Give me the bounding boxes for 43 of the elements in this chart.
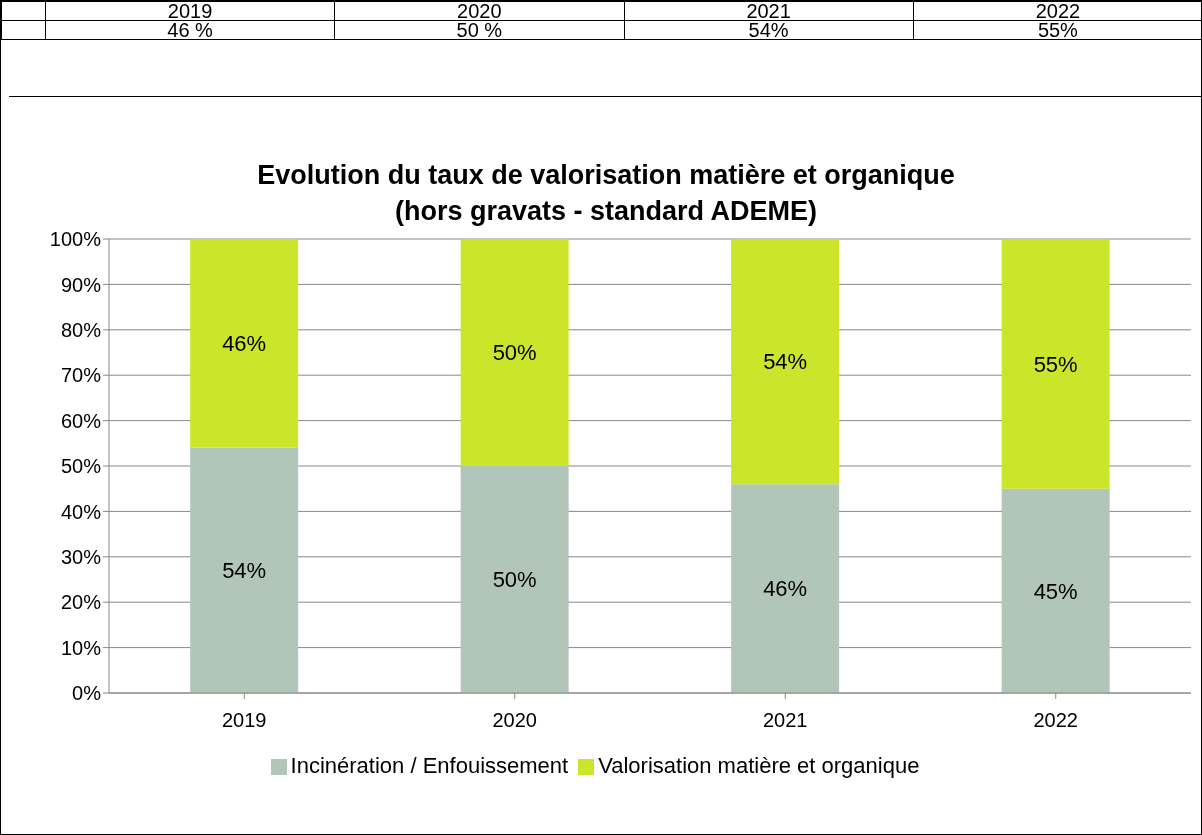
data-label: 55% [1033,351,1078,377]
text: 54% [623,19,914,41]
bar [1001,488,1110,693]
y-tick-label: 100% [49,228,102,251]
data-label: 45% [1033,578,1078,604]
bar [1001,239,1110,489]
data-label: 46% [763,576,808,602]
x-tick-label: 2020 [492,709,537,732]
y-tick-label: 60% [60,409,102,432]
y-tick-label: 70% [60,364,102,387]
data-label: 50% [492,567,537,593]
y-tick-label: 10% [60,636,102,659]
bar [190,447,299,693]
bar [460,239,569,466]
text: 46 % [44,19,336,41]
y-tick-label: 90% [60,273,102,296]
x-tick-label: 2022 [1033,709,1078,732]
x-tick-label: 2021 [763,709,808,732]
data-label: 54% [222,558,267,584]
bar [460,466,569,693]
legend-label: Incinération / Enfouissement [290,753,569,778]
y-tick-label: 50% [60,455,102,478]
text: 55% [912,19,1202,41]
category-label: 2022 [1035,0,1081,22]
data-label: 50% [492,340,537,366]
y-tick-label: 20% [60,591,102,614]
category-label: 2020 [457,0,502,22]
y-tick-label: 40% [60,500,102,523]
category-label: 2019 [167,0,213,22]
text: 50 % [334,19,625,41]
data-label: 46% [222,331,267,357]
legend-label: Valorisation matière et organique [598,753,920,778]
x-tick-label: 2019 [222,709,267,732]
y-tick-label: 80% [60,318,102,341]
category-label: 2021 [746,0,791,22]
y-tick-label: 30% [60,545,102,568]
data-label: 54% [763,349,808,375]
bar [731,484,840,693]
y-tick-label: 0% [72,682,102,705]
chart-title: Evolution du taux de valorisation matière et organique [256,159,956,192]
bar [731,239,840,485]
chart-subtitle: (hors gravats - standard ADEME) [393,195,819,228]
bar [190,239,299,448]
